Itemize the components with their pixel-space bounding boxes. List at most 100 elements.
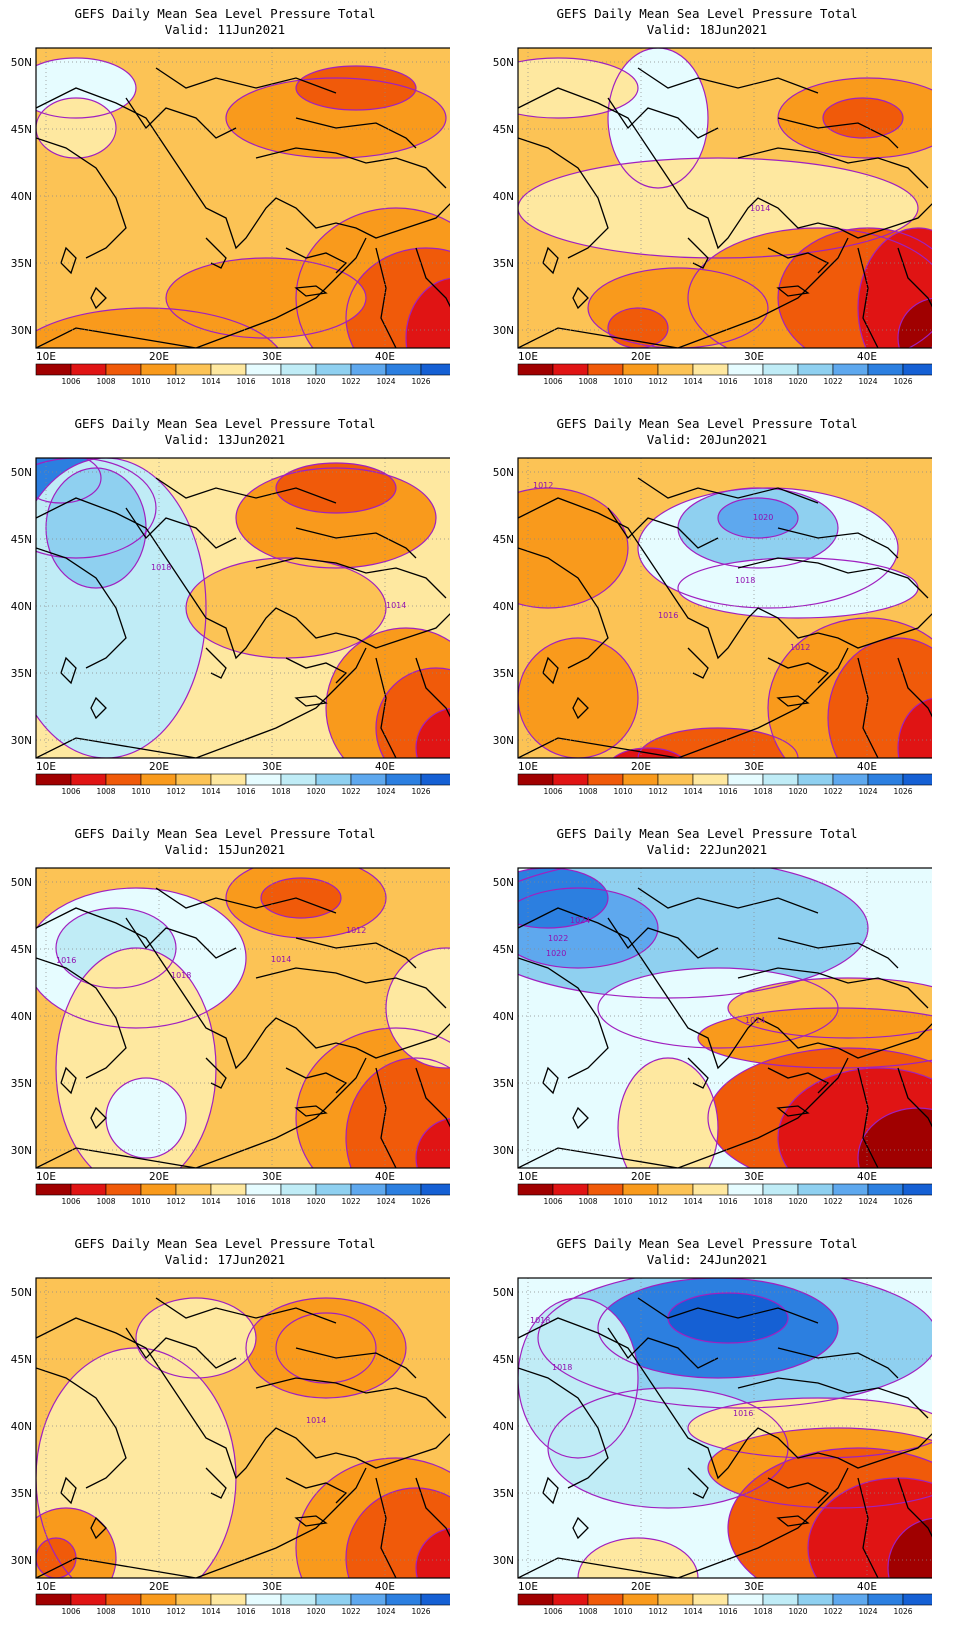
coastline (295, 1347, 417, 1379)
lat-tick-label: 30N (493, 1145, 514, 1157)
lon-tick-label: 20E (631, 351, 651, 363)
coastline (542, 1476, 559, 1505)
colorbar-swatch (517, 1593, 554, 1606)
chart-title: GEFS Daily Mean Sea Level Pressure Total (556, 1236, 858, 1251)
isobar-line (607, 307, 669, 348)
colorbar-swatch (245, 363, 282, 376)
isobar-line (612, 747, 684, 758)
colorbar-label: 1012 (166, 787, 185, 796)
isobars (36, 1297, 450, 1578)
lon-tick-label: 40E (857, 351, 877, 363)
colorbar-label: 1008 (96, 377, 115, 386)
coastline (205, 647, 227, 679)
isobar-line (587, 267, 769, 348)
coastline (36, 1367, 127, 1489)
colorbar-swatch (727, 773, 764, 786)
colorbar: 1006 1008 1010 1012 1014 1016 1018 1020 1022 1024… (35, 1593, 450, 1616)
coastline (518, 907, 932, 1070)
colorbar-label: 1022 (823, 377, 842, 386)
coastline (607, 1327, 719, 1369)
lon-tick-label: 40E (375, 351, 395, 363)
lat-tick-label: 30N (11, 325, 32, 337)
lat-tick-label: 35N (493, 258, 514, 270)
isobar-line (295, 1027, 450, 1168)
lon-tick-label: 30E (262, 351, 282, 363)
isobar-line (727, 977, 932, 1039)
isobar-line (822, 97, 904, 139)
pressure-region (608, 308, 668, 348)
chart-title: GEFS Daily Mean Sea Level Pressure Total (74, 6, 376, 21)
coastline (572, 286, 589, 310)
colorbar-swatch (902, 773, 932, 786)
colorbar-swatch (280, 773, 317, 786)
lat-tick-label: 40N (11, 191, 32, 203)
isobar-line (295, 65, 417, 111)
isobar-line (345, 1057, 450, 1168)
coastline (767, 247, 830, 274)
lat-tick-label: 40N (493, 191, 514, 203)
colorbar-swatch (517, 363, 554, 376)
colorbar-label: 1014 (683, 1197, 702, 1206)
coastlines (518, 67, 932, 348)
coastline (60, 1066, 77, 1095)
coastline (90, 286, 107, 310)
colorbar-swatch (797, 363, 834, 376)
colorbar: 1006 1008 1010 1012 1014 1016 1018 1020 1022 1024… (517, 1183, 932, 1206)
colorbar-swatch (385, 1183, 422, 1196)
isobar-line (295, 1457, 450, 1578)
colorbar-swatch (35, 363, 72, 376)
pressure-field: 1018 1014 (36, 458, 450, 758)
coastline (155, 67, 337, 94)
chart-title: GEFS Daily Mean Sea Level Pressure Total (74, 1236, 376, 1251)
colorbar-label: 1018 (271, 1607, 290, 1616)
colorbar-swatch (692, 773, 729, 786)
colorbar-label: 1008 (578, 1607, 597, 1616)
colorbar-swatch (245, 1183, 282, 1196)
coastline (776, 1105, 810, 1117)
coastline (637, 887, 819, 914)
colorbar-label: 1026 (411, 1197, 430, 1206)
coastline (255, 967, 447, 1009)
coastline (737, 1377, 929, 1419)
isobar-line (36, 97, 117, 159)
colorbar-swatch (350, 1183, 387, 1196)
isobar-line (777, 1067, 932, 1168)
isobar-label: 1018 (552, 1363, 572, 1372)
lat-tick-label: 45N (493, 1354, 514, 1366)
colorbar-swatch (832, 1183, 869, 1196)
colorbar-swatch (797, 1593, 834, 1606)
coastline (36, 647, 367, 758)
coastline (767, 1067, 830, 1094)
pressure-region (36, 1538, 76, 1578)
colorbar-label: 1014 (683, 377, 702, 386)
coastline (687, 1467, 709, 1499)
colorbar-swatch (517, 773, 554, 786)
isobar-label: 1020 (546, 949, 566, 958)
panel-title: GEFS Daily Mean Sea Level Pressure Total… (0, 1236, 450, 1268)
colorbar-label: 1018 (753, 377, 772, 386)
isobar-line (897, 697, 932, 758)
coastline (518, 1317, 932, 1480)
colorbar-swatch (692, 1183, 729, 1196)
lat-tick-label: 30N (493, 735, 514, 747)
lon-tick-label: 10E (36, 1171, 56, 1183)
colorbar-swatch (517, 1183, 554, 1196)
valid-date: Valid: 11Jun2021 (164, 22, 286, 37)
colorbar-swatch (315, 1593, 352, 1606)
coastline (36, 1057, 367, 1168)
colorbar-label: 1026 (411, 377, 430, 386)
isobar-line (717, 497, 799, 539)
coastline (767, 1477, 830, 1504)
lat-tick-label: 45N (11, 1354, 32, 1366)
coastline (518, 957, 609, 1079)
colorbar-label: 1008 (96, 787, 115, 796)
isobar-line (295, 207, 450, 348)
lat-tick-label: 40N (11, 601, 32, 613)
isobar-label: 1012 (346, 926, 366, 935)
colorbar-swatch (622, 1593, 659, 1606)
colorbar-label: 1022 (823, 1607, 842, 1616)
colorbar: 1006 1008 1010 1012 1014 1016 1018 1020 1022 1024… (35, 773, 450, 796)
map-frame (517, 457, 932, 759)
coastline (572, 1516, 589, 1540)
